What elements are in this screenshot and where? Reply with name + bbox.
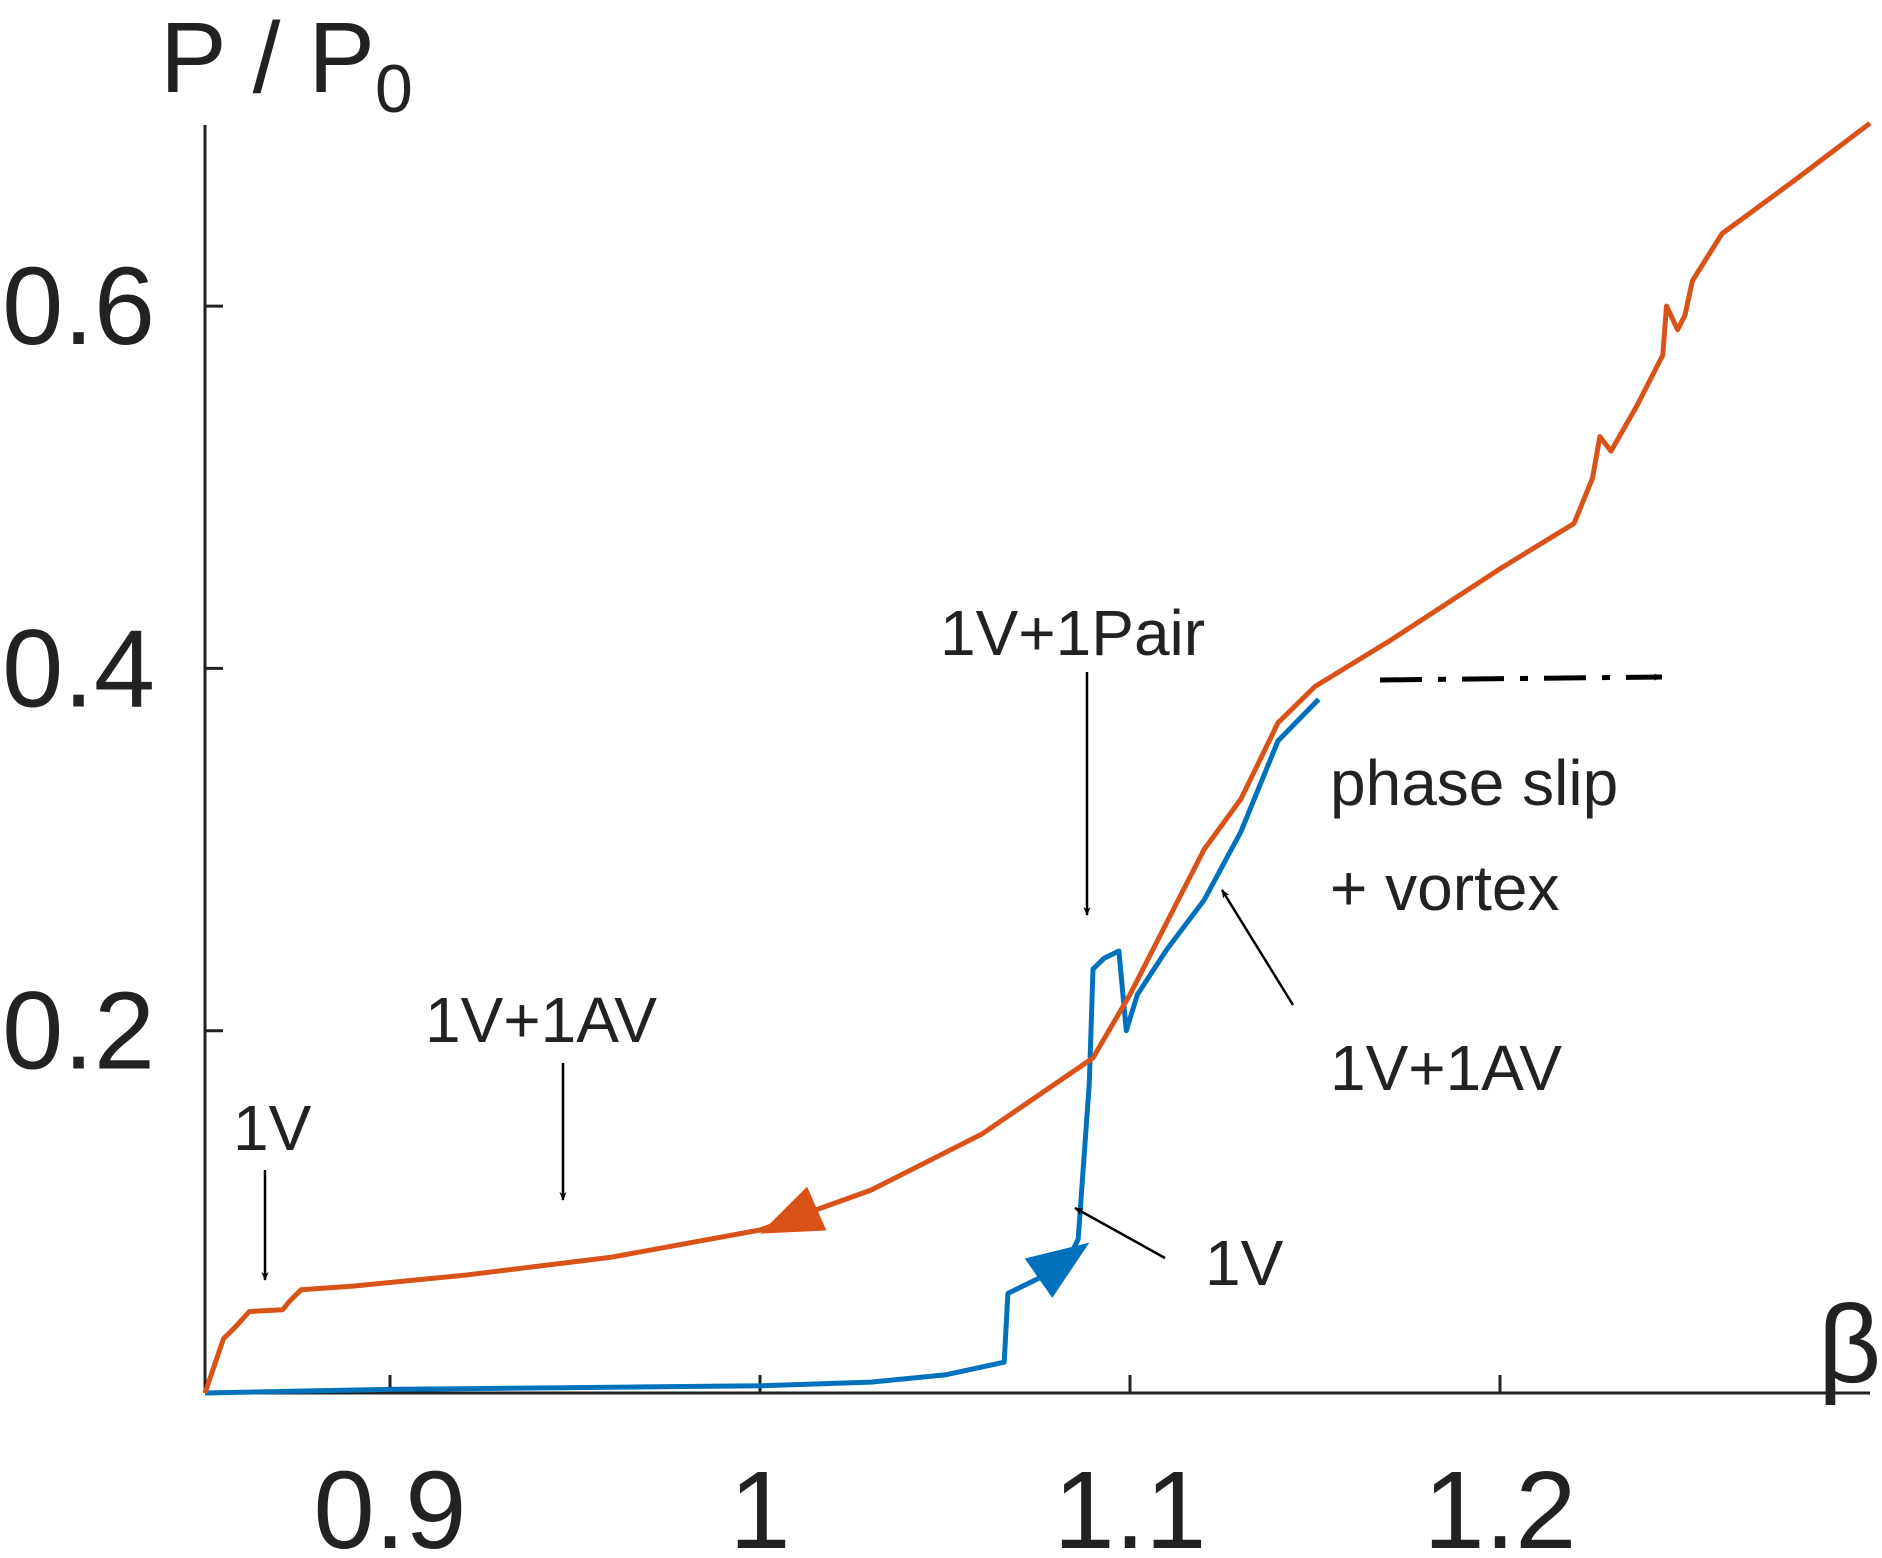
series-line-0 [204, 697, 1321, 1396]
y-tick-label: 0.6 [2, 245, 155, 368]
annotation-1v-left: 1V [233, 1092, 312, 1164]
x-tick-label: 1.1 [1054, 1449, 1207, 1558]
arrow-1v-1av-right [1220, 889, 1295, 1006]
annotation-1v-1av-left: 1V+1AV [425, 984, 657, 1056]
annotation-plus-vortex: + vortex [1330, 852, 1559, 924]
annotation-group: 1V+1Pair 1V+1AV 1V 1V+1AV 1V phase slip … [233, 597, 1663, 1299]
tick-group: 0.9 1 1.1 1.2 0.2 0.4 0.6 [2, 245, 1576, 1558]
y-axis-label-sub: 0 [375, 51, 413, 127]
series-line-1 [202, 121, 1872, 1394]
red-direction-arrow [760, 1186, 827, 1234]
x-tick-label: 1.2 [1424, 1449, 1577, 1558]
annotation-1v-1av-right: 1V+1AV [1330, 1032, 1562, 1104]
arrow-1v-right [1074, 1206, 1166, 1260]
x-axis-label: β [1818, 1283, 1881, 1406]
x-tick-label: 1 [729, 1449, 790, 1558]
blue-direction-arrow [1024, 1242, 1090, 1298]
x-tick-label: 0.9 [314, 1449, 467, 1558]
annotation-1v-right: 1V [1205, 1227, 1284, 1299]
arrow-phase-slip [1379, 673, 1663, 683]
y-axis-label-main: P / P [160, 2, 375, 114]
y-axis-label: P / P0 [160, 2, 413, 127]
y-tick-label: 0.2 [2, 970, 155, 1093]
y-tick-label: 0.4 [2, 607, 155, 730]
annotation-1v-1pair: 1V+1Pair [940, 597, 1205, 669]
series-group [202, 121, 1872, 1396]
annotation-phase-slip: phase slip [1330, 747, 1618, 819]
